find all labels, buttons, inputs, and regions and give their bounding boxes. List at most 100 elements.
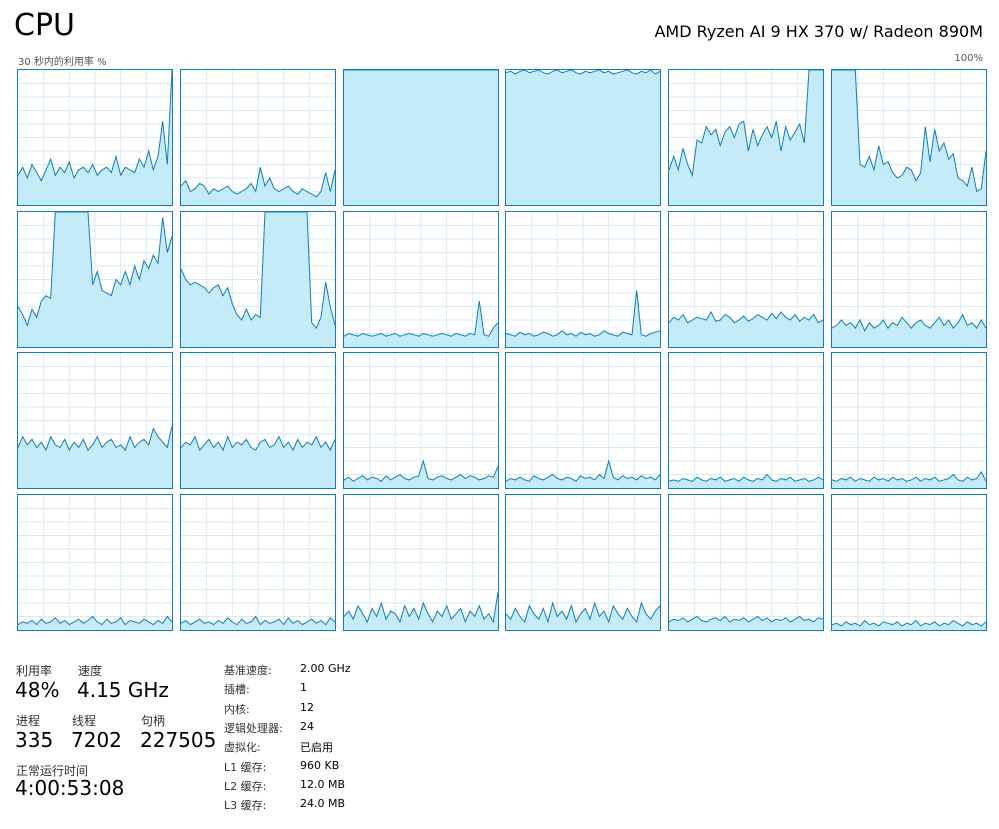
cpu-core-graph[interactable]: [831, 210, 987, 348]
cpu-core-graph[interactable]: [505, 69, 662, 206]
cpu-core-graph[interactable]: [831, 493, 987, 631]
cpu-model-name: AMD Ryzen AI 9 HX 370 w/ Radeon 890M: [654, 22, 983, 41]
usage-area: [832, 314, 986, 347]
utilization-label: 利用率: [16, 664, 53, 678]
core-usage-chart: [669, 494, 824, 630]
processes-value: 335: [15, 728, 54, 752]
usage-area: [180, 616, 335, 630]
detail-value: 已启用: [300, 741, 333, 755]
usage-area: [343, 300, 498, 347]
core-usage-chart: [506, 211, 661, 347]
cpu-core-graph[interactable]: [668, 69, 825, 206]
detail-key: L1 缓存:: [224, 760, 267, 774]
detail-value: 12.0 MB: [300, 777, 346, 791]
usage-line: [343, 459, 498, 482]
cpu-core-graph[interactable]: [179, 352, 336, 489]
detail-key: 虚拟化:: [224, 741, 261, 755]
core-usage-chart: [506, 494, 661, 630]
usage-area: [669, 311, 824, 347]
handles-label: 句柄: [141, 714, 166, 728]
core-usage-chart: [18, 353, 172, 488]
cpu-core-graph[interactable]: [342, 210, 499, 348]
usage-line: [343, 300, 498, 337]
usage-area: [180, 436, 335, 488]
usage-area: [832, 70, 986, 205]
usage-line: [506, 289, 661, 337]
usage-line: [506, 70, 661, 75]
usage-line: [18, 70, 172, 182]
usage-line: [832, 619, 986, 627]
graph-max-label: 100%: [954, 53, 983, 64]
detail-key: L2 缓存:: [224, 779, 267, 793]
core-usage-chart: [343, 70, 498, 205]
usage-area: [180, 211, 335, 347]
core-usage-chart: [180, 353, 335, 488]
cpu-core-graph[interactable]: [831, 352, 987, 489]
threads-value: 7202: [71, 728, 122, 752]
usage-area: [669, 616, 824, 630]
core-usage-chart: [18, 70, 172, 205]
usage-area: [506, 70, 661, 205]
usage-area: [18, 70, 172, 205]
cpu-core-graph[interactable]: [668, 210, 825, 348]
core-usage-chart: [506, 353, 661, 488]
cpu-core-graph[interactable]: [179, 69, 336, 206]
cpu-core-graph[interactable]: [505, 352, 662, 489]
usage-area: [669, 474, 824, 488]
usage-line: [506, 459, 661, 482]
usage-line: [669, 615, 824, 623]
cpu-core-graph[interactable]: [505, 210, 662, 348]
usage-area: [506, 602, 661, 630]
cpu-core-graph[interactable]: [342, 69, 499, 206]
speed-value: 4.15 GHz: [77, 678, 169, 702]
page-title: CPU: [14, 8, 75, 43]
core-usage-chart: [832, 353, 986, 488]
usage-line: [180, 615, 335, 625]
cpu-core-graph[interactable]: [17, 493, 173, 631]
cpu-core-graph[interactable]: [342, 352, 499, 489]
core-usage-chart: [180, 211, 335, 347]
usage-line: [832, 312, 986, 332]
cpu-core-graph[interactable]: [505, 493, 662, 631]
usage-line: [18, 211, 172, 327]
cpu-core-graph[interactable]: [831, 69, 987, 206]
cpu-core-graph[interactable]: [668, 493, 825, 631]
detail-value: 12: [300, 700, 314, 714]
detail-value: 24.0 MB: [300, 797, 346, 811]
usage-area: [832, 471, 986, 488]
usage-area: [180, 167, 335, 205]
core-usage-chart: [180, 70, 335, 205]
detail-value: 960 KB: [300, 758, 340, 772]
cpu-core-graph[interactable]: [668, 352, 825, 489]
usage-area: [343, 70, 498, 205]
handles-value: 227505: [140, 728, 217, 752]
core-usage-chart: [506, 70, 661, 205]
cpu-core-graph[interactable]: [342, 493, 499, 631]
cpu-core-graph[interactable]: [179, 493, 336, 631]
detail-value: 24: [300, 719, 314, 733]
core-usage-chart: [18, 211, 172, 347]
usage-line: [832, 470, 986, 482]
usage-area: [506, 461, 661, 488]
cpu-core-graph[interactable]: [179, 210, 336, 348]
core-usage-chart: [669, 70, 824, 205]
core-usage-chart: [669, 211, 824, 347]
usage-line: [669, 70, 824, 178]
usage-area: [18, 425, 172, 488]
cpu-core-graph[interactable]: [17, 352, 173, 489]
usage-line: [343, 591, 498, 623]
detail-key: 逻辑处理器:: [224, 721, 283, 735]
usage-line: [832, 70, 986, 193]
usage-line: [669, 473, 824, 482]
core-usage-chart: [832, 494, 986, 630]
usage-line: [506, 600, 661, 624]
core-usage-chart: [669, 353, 824, 488]
uptime-label: 正常运行时间: [16, 764, 89, 778]
core-usage-chart: [832, 211, 986, 347]
logical-processor-graph-grid[interactable]: [17, 69, 987, 634]
core-usage-chart: [832, 70, 986, 205]
cpu-core-graph[interactable]: [17, 69, 173, 206]
cpu-core-graph[interactable]: [17, 210, 173, 348]
uptime-value: 4:00:53:08: [15, 776, 125, 800]
usage-line: [669, 310, 824, 323]
